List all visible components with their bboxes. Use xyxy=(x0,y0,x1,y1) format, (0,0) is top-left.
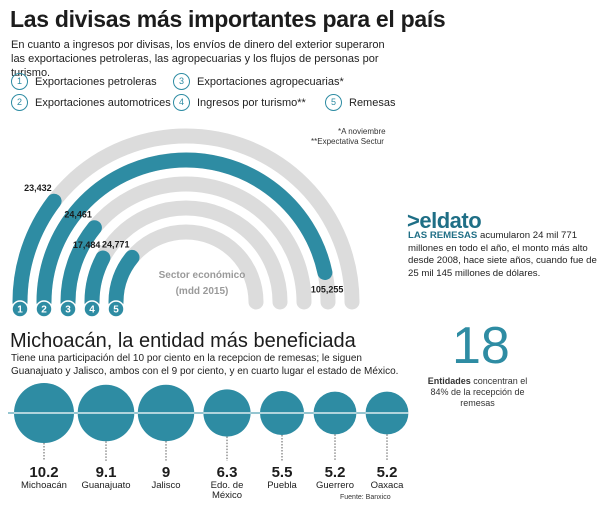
state-value: 6.3 xyxy=(216,464,238,481)
legend-number: 1 xyxy=(11,73,28,90)
intro-text: En cuanto a ingresos por divisas, los en… xyxy=(11,39,385,79)
entities-count: 18 xyxy=(452,317,510,375)
state-value: 9.1 xyxy=(95,464,117,481)
arc-value-label: 23,432 xyxy=(24,183,52,193)
arc-number-badge xyxy=(35,300,53,318)
state-bubbles xyxy=(8,383,409,461)
arc-number-label: 2 xyxy=(41,305,47,316)
state-name: Guanajuato xyxy=(81,480,131,491)
arc-bar-4 xyxy=(84,250,111,310)
state-name: Michoacán xyxy=(21,480,67,491)
source-note: Fuente: Banxico xyxy=(340,494,391,501)
arc-bar-3 xyxy=(60,220,102,310)
state-name: Puebla xyxy=(267,480,297,491)
legend-item-1: 1 Exportaciones petroleras xyxy=(11,73,157,90)
arc-number-badge xyxy=(83,300,101,318)
page-title: Las divisas más importantes para el país xyxy=(10,6,446,32)
entities-caption: Entidades concentran el 84% de la recepc… xyxy=(420,376,535,409)
arc-bar-2 xyxy=(36,152,333,310)
legend-label: Exportaciones petroleras xyxy=(35,75,157,88)
legend-item-2: 2 Exportaciones automotrices xyxy=(11,94,171,111)
legend-label: Ingresos por turismo** xyxy=(197,96,306,109)
legend-number: 4 xyxy=(173,94,190,111)
footnote-sectur: **Expectativa Sectur xyxy=(311,137,384,146)
el-dato-body: acumularon 24 mil 771 millones en todo e… xyxy=(408,230,597,279)
arc-number-badge xyxy=(107,300,125,318)
arc-center-title: Sector económico xyxy=(159,270,246,281)
entities-caption-rest: concentran el 84% de la recepción de rem… xyxy=(430,376,528,408)
arc-bar-5 xyxy=(108,249,140,310)
legend-item-5: 5 Remesas xyxy=(325,94,395,111)
arc-value-label: 24,461 xyxy=(64,210,92,220)
arc-number-label: 1 xyxy=(17,305,23,316)
state-name: Guerrero xyxy=(315,480,354,491)
legend-item-4: 4 Ingresos por turismo** xyxy=(173,94,306,111)
section-title: Michoacán, la entidad más beneficiada xyxy=(10,330,356,352)
legend-number: 3 xyxy=(173,73,190,90)
state-value: 5.5 xyxy=(271,464,293,481)
footnote-november: *A noviembre xyxy=(338,127,386,136)
arc-value-label: 17,484 xyxy=(73,240,101,250)
legend-label: Exportaciones agropecuarias* xyxy=(197,75,344,88)
el-dato-highlight: LAS REMESAS xyxy=(408,230,478,241)
arc-number-label: 5 xyxy=(113,305,119,316)
arc-number-label: 4 xyxy=(89,305,95,316)
state-name: Oaxaca xyxy=(370,480,404,491)
section-text: Tiene una participación del 10 por cient… xyxy=(11,353,399,377)
state-value: 9 xyxy=(161,464,171,481)
state-value: 5.2 xyxy=(324,464,346,481)
arc-number-label: 3 xyxy=(65,305,71,316)
el-dato-text: LAS REMESAS acumularon 24 mil 771 millon… xyxy=(408,230,598,280)
legend-item-3: 3 Exportaciones agropecuarias* xyxy=(173,73,344,90)
arc-value-label: 24,771 xyxy=(102,239,130,249)
arc-number-badge xyxy=(11,300,29,318)
legend-number: 2 xyxy=(11,94,28,111)
arc-center-subtitle: (mdd 2015) xyxy=(176,286,229,297)
entities-caption-bold: Entidades xyxy=(427,376,471,386)
legend-number: 5 xyxy=(325,94,342,111)
arc-number-badge xyxy=(59,300,77,318)
el-dato-logo: >eldato xyxy=(407,208,482,233)
state-name: Edo. de México xyxy=(210,480,244,501)
state-value: 5.2 xyxy=(376,464,398,481)
state-value: 10.2 xyxy=(29,464,59,481)
legend-label: Remesas xyxy=(349,96,396,109)
arc-bar-1 xyxy=(12,193,62,310)
arc-value-label: 105,255 xyxy=(311,285,344,295)
state-name: Jalisco xyxy=(151,480,181,491)
legend-label: Exportaciones automotrices xyxy=(35,96,171,109)
radial-bars: 23,432 105,255 24,461 17,484 24,771 1 2 3 4 5 Sect… xyxy=(11,128,360,318)
